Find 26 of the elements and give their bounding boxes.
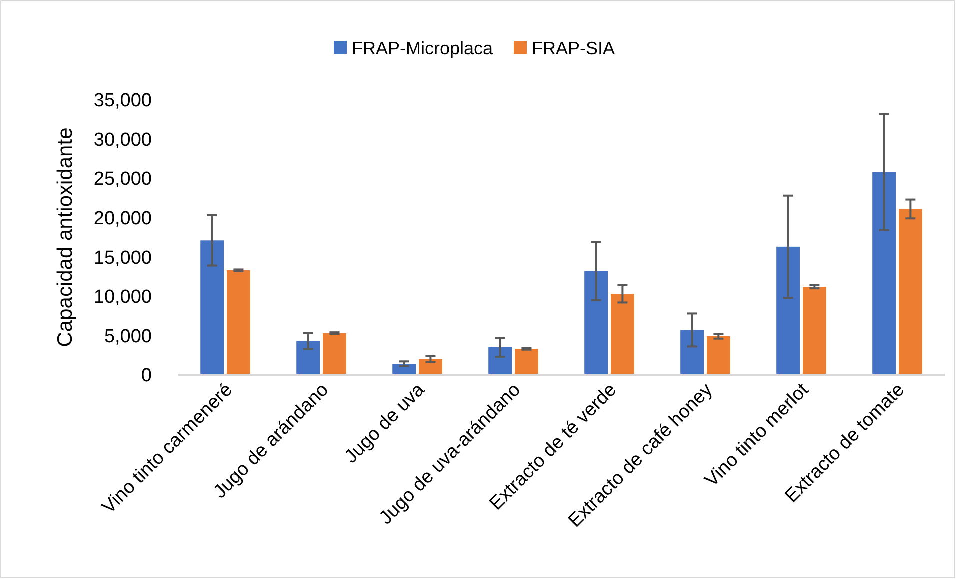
y-tick-label: 20,000 (94, 208, 152, 230)
y-tick-label: 5,000 (104, 326, 152, 348)
y-tick-label: 25,000 (94, 169, 152, 190)
y-tick-label: 35,000 (94, 90, 152, 112)
y-tick-label: 30,000 (94, 130, 152, 151)
bar (419, 359, 442, 375)
bar (227, 270, 250, 375)
bar (296, 341, 320, 375)
y-tick-label: 10,000 (94, 287, 152, 308)
bar (200, 240, 224, 375)
bar (323, 333, 346, 375)
bar (872, 172, 896, 375)
bar (706, 336, 730, 375)
bar (515, 349, 538, 375)
legend-label: FRAP-SIA (532, 38, 616, 58)
bar (488, 348, 512, 375)
bar (802, 287, 826, 375)
bar (584, 271, 608, 375)
legend-label: FRAP-Microplaca (352, 38, 494, 58)
y-axis-title: Capacidad antioxidante (54, 128, 77, 348)
y-tick-label: 0 (141, 366, 152, 387)
bar (610, 294, 634, 375)
bar (898, 209, 922, 375)
bar (680, 330, 704, 375)
bar (776, 246, 800, 375)
y-tick-label: 15,000 (94, 248, 152, 269)
